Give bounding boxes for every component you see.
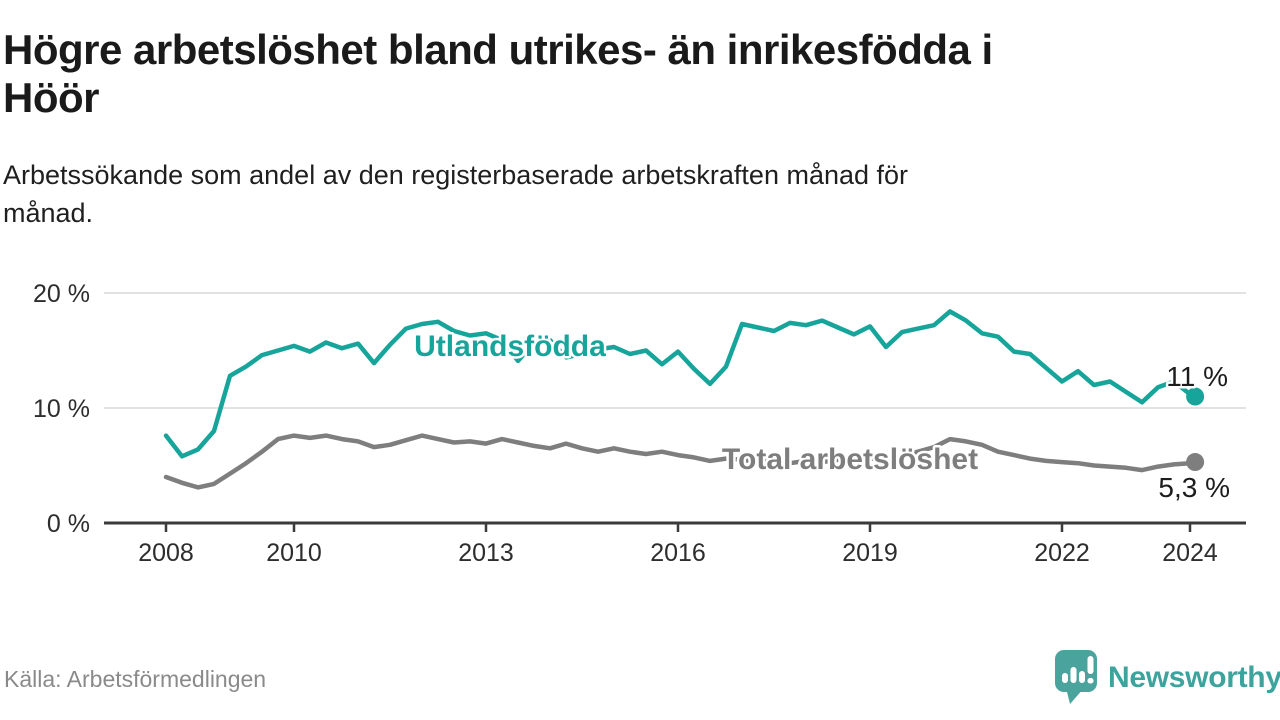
page-title-line-1: Högre arbetslöshet bland utrikes- än inr… bbox=[3, 26, 993, 73]
y-tick-label-0: 0 % bbox=[47, 510, 90, 538]
source-credit: Källa: Arbetsförmedlingen bbox=[4, 666, 267, 692]
brand-name: Newsworthy bbox=[1108, 661, 1280, 694]
page-title: Högre arbetslöshet bland utrikes- än inr… bbox=[3, 26, 1243, 122]
x-tick-label-2016: 2016 bbox=[650, 539, 706, 567]
series-lines bbox=[163, 309, 1205, 490]
series-label-total-arbetsloshet: Total arbetslöshet bbox=[722, 443, 978, 476]
y-tick-label-10: 10 % bbox=[33, 395, 90, 423]
series-end-dot-utlandsfodda bbox=[1186, 387, 1205, 406]
series-line-utlandsfodda bbox=[163, 309, 1198, 459]
logo-bar-chart-exclamation-glyph bbox=[1062, 656, 1094, 684]
logo-bubble-tail bbox=[1066, 688, 1084, 704]
page-subtitle-line-1: Arbetssökande som andel av den registerb… bbox=[3, 160, 909, 190]
page-subtitle-line-2: månad. bbox=[3, 198, 94, 228]
x-tick-label-2013: 2013 bbox=[458, 539, 514, 567]
y-axis-labels: 0 % 10 % 20 % bbox=[33, 280, 90, 538]
series-label-utlandsfodda: Utlandsfödda bbox=[414, 330, 606, 363]
x-tick-label-2019: 2019 bbox=[842, 539, 898, 567]
end-value-label-utlandsfodda: 11 % bbox=[1166, 361, 1228, 392]
page-title-line-2: Höör bbox=[3, 74, 100, 121]
y-tick-label-20: 20 % bbox=[33, 280, 90, 308]
gridlines bbox=[104, 292, 1246, 409]
x-tick-label-2010: 2010 bbox=[266, 539, 322, 567]
x-tick-label-2024: 2024 bbox=[1162, 539, 1218, 567]
x-tick-label-2022: 2022 bbox=[1034, 539, 1090, 567]
page-subtitle: Arbetssökande som andel av den registerb… bbox=[3, 156, 1203, 232]
newsworthy-logo-icon bbox=[1055, 650, 1097, 704]
series-line-total-arbetsloshet bbox=[163, 433, 1198, 490]
x-tick-label-2008: 2008 bbox=[138, 539, 194, 567]
series-end-dot-total-arbetsloshet bbox=[1186, 453, 1205, 472]
x-axis-ticks: 2008 2010 2013 2016 2019 2022 2024 bbox=[138, 523, 1218, 567]
end-value-label-total-arbetsloshet: 5,3 % bbox=[1158, 472, 1230, 503]
